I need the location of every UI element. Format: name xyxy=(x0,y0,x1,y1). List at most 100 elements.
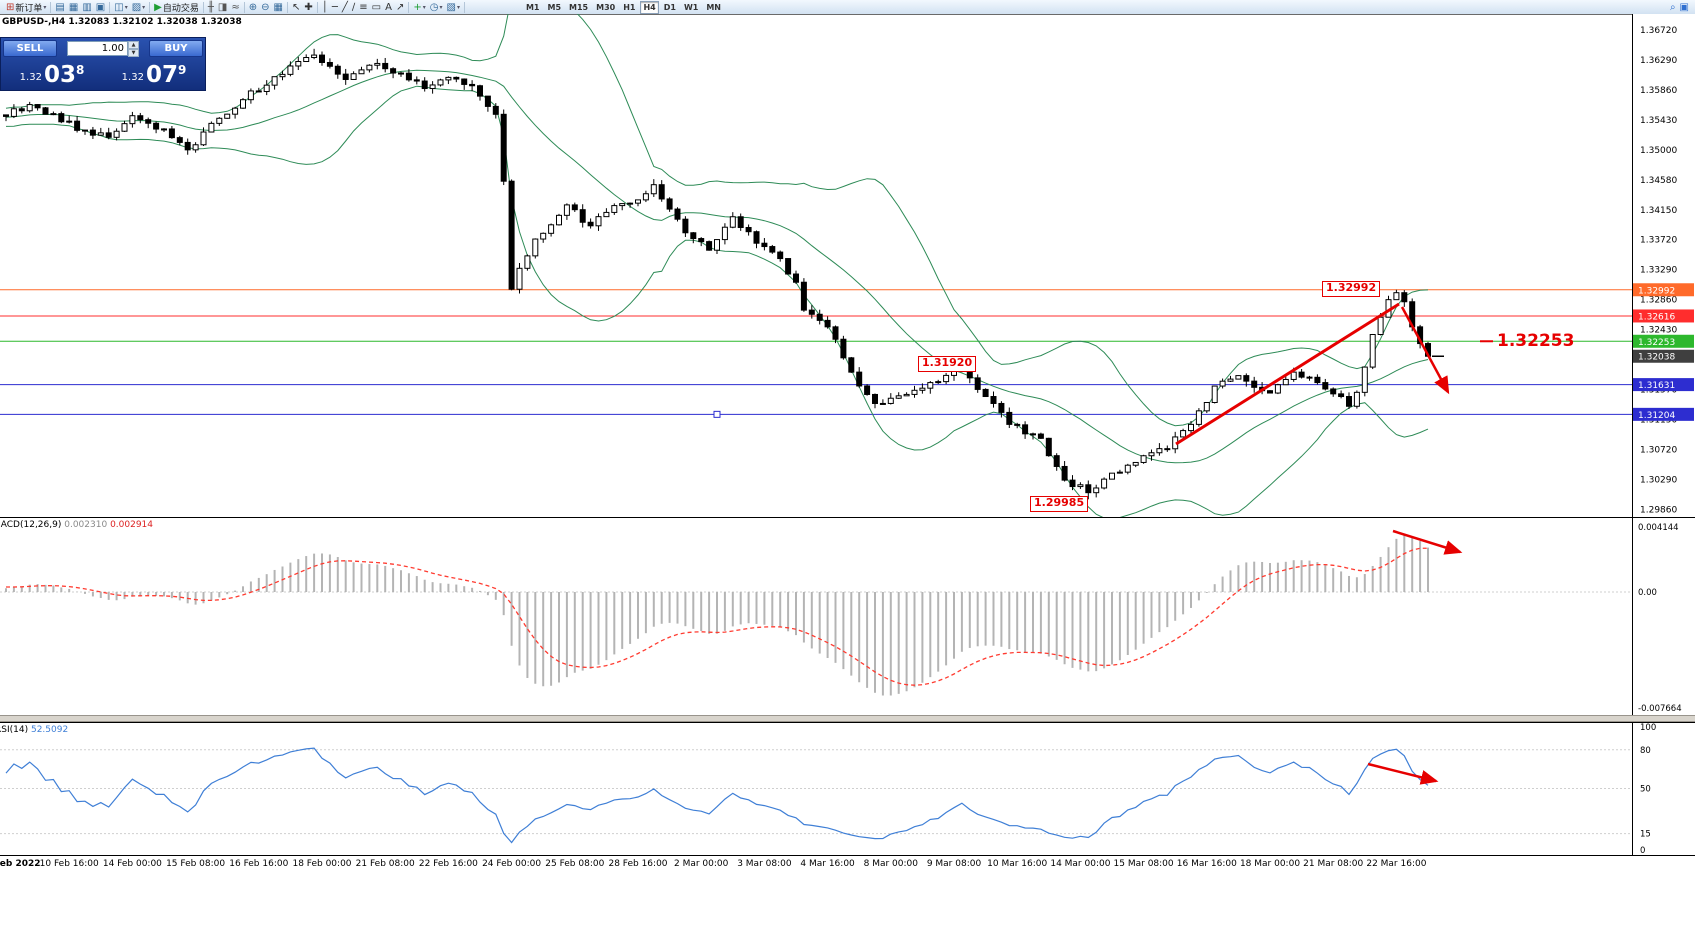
channel-icon: ∕ xyxy=(351,1,356,13)
svg-text:1.32038: 1.32038 xyxy=(1638,353,1675,363)
cursor-button[interactable]: ↖ xyxy=(290,1,302,14)
price-label-swing-high[interactable]: 1.31920 xyxy=(918,356,977,372)
zoom-in-button[interactable]: ⊕ xyxy=(247,1,259,14)
auto-trading-button[interactable]: ▶ 自动交易 xyxy=(152,1,201,14)
periods-button[interactable]: ◷ ▾ xyxy=(428,1,445,14)
rsi-down-arrow[interactable] xyxy=(1367,762,1439,785)
toolbar-separator xyxy=(463,1,465,13)
svg-text:1.35860: 1.35860 xyxy=(1640,86,1677,96)
time-axis-label: Feb 2022 xyxy=(0,859,41,869)
svg-text:15: 15 xyxy=(1640,830,1651,840)
panel-splitter[interactable] xyxy=(0,715,1695,722)
toolbar-separator xyxy=(316,1,318,13)
horizontal-line-button[interactable]: ─ xyxy=(330,1,340,14)
toolbar-separator xyxy=(243,1,245,13)
crosshair-icon: ✚ xyxy=(304,1,313,13)
text-button[interactable]: A xyxy=(383,1,394,14)
fibonacci-button[interactable]: ≡ xyxy=(357,1,369,14)
bid-price[interactable]: 1.32 03 8 xyxy=(1,57,103,89)
new-order-button[interactable]: ⊞ 新订单 ▾ xyxy=(4,1,48,14)
rsi-value: 52.5092 xyxy=(30,725,69,735)
timeframe-h4-button[interactable]: H4 xyxy=(640,0,659,14)
volume-up-icon[interactable]: ▲ xyxy=(128,40,139,49)
expand-button[interactable]: ▣ xyxy=(1678,1,1691,14)
time-axis-label: 16 Feb 16:00 xyxy=(229,859,289,869)
navigator-button[interactable]: ▥ xyxy=(80,1,93,14)
candlestick-chart-button[interactable]: ◨ xyxy=(216,1,229,14)
line-chart-button[interactable]: ≈ xyxy=(229,1,241,14)
svg-text:1.34150: 1.34150 xyxy=(1640,206,1677,216)
svg-text:1.32253: 1.32253 xyxy=(1638,338,1675,348)
macd-panel[interactable]: 0.004144 0.00 -0.007664 xyxy=(0,517,1695,715)
main-chart[interactable]: 1.36720 1.36290 1.35860 1.35430 1.35000 1.345… xyxy=(0,14,1695,517)
trend-annotations[interactable] xyxy=(1175,302,1493,446)
terminal-button[interactable]: ▣ xyxy=(94,1,107,14)
buy-button[interactable]: BUY xyxy=(149,40,203,57)
toolbar-separator xyxy=(109,1,111,13)
rsi-panel[interactable]: 100 80 50 15 0 xyxy=(0,722,1695,855)
time-axis-label: 24 Feb 00:00 xyxy=(482,859,542,869)
market-watch-button[interactable]: ▤ xyxy=(53,1,66,14)
timeframe-h1-button[interactable]: H1 xyxy=(623,2,636,12)
trendline-icon: ╱ xyxy=(341,1,348,13)
shapes-button[interactable]: ▭ xyxy=(370,1,383,14)
volume-input[interactable]: 1.00 xyxy=(67,41,128,56)
arrow-object-button[interactable]: ↗ xyxy=(394,1,406,14)
terminal-icon: ▣ xyxy=(95,1,106,13)
timeframe-mn-button[interactable]: MN xyxy=(706,2,721,12)
profiles-button[interactable]: ▨ ▾ xyxy=(130,1,147,14)
timeframe-m15-button[interactable]: M15 xyxy=(569,2,589,12)
indicators-button[interactable]: + ▾ xyxy=(411,1,427,14)
caret-down-icon: ▾ xyxy=(456,3,460,11)
navigator-icon: ▥ xyxy=(82,1,92,13)
toolbar-separator xyxy=(149,1,151,13)
timeframe-m5-button[interactable]: M5 xyxy=(547,2,562,12)
market-watch-icon: ▤ xyxy=(55,1,65,13)
bid-price-prefix: 1.32 xyxy=(19,72,42,83)
search-button[interactable]: ⌕ xyxy=(1668,1,1678,14)
fibonacci-icon: ≡ xyxy=(359,1,368,13)
timeframe-w1-button[interactable]: W1 xyxy=(683,2,699,12)
down-arrow xyxy=(1400,306,1450,395)
indicators-icon: + xyxy=(413,1,422,13)
caret-down-icon: ▾ xyxy=(142,3,146,11)
toolbar-separator xyxy=(202,1,204,13)
channel-button[interactable]: ∕ xyxy=(350,1,357,14)
price-label-peak[interactable]: 1.32992 xyxy=(1322,281,1381,297)
volume-stepper: ▲ ▼ xyxy=(128,40,139,57)
trendline-button[interactable]: ╱ xyxy=(340,1,350,14)
templates-button[interactable]: ▧ ▾ xyxy=(444,1,461,14)
macd-down-arrow[interactable] xyxy=(1392,529,1463,555)
svg-text:1.31204: 1.31204 xyxy=(1638,411,1675,421)
vertical-line-button[interactable]: │ xyxy=(320,1,330,14)
target-price-annotation[interactable]: 1.32253 xyxy=(1497,331,1575,351)
timeframe-m1-button[interactable]: M1 xyxy=(525,2,540,12)
chart-background xyxy=(0,14,1695,517)
svg-text:1.29860: 1.29860 xyxy=(1640,505,1677,515)
price-label-low[interactable]: 1.29985 xyxy=(1030,496,1089,512)
toolbar-separator xyxy=(408,1,410,13)
svg-text:1.33720: 1.33720 xyxy=(1640,236,1677,246)
svg-text:80: 80 xyxy=(1640,746,1651,756)
timeframe-m30-button[interactable]: M30 xyxy=(596,2,616,12)
caret-down-icon: ▾ xyxy=(422,3,426,11)
sell-button[interactable]: SELL xyxy=(3,40,57,57)
data-window-button[interactable]: ▦ xyxy=(67,1,80,14)
volume-down-icon[interactable]: ▼ xyxy=(128,48,139,57)
time-axis-label: 3 Mar 08:00 xyxy=(737,859,792,869)
macd-histogram xyxy=(5,534,1429,696)
zoom-out-button[interactable]: ⊖ xyxy=(259,1,271,14)
svg-text:1.32992: 1.32992 xyxy=(1638,286,1675,296)
crosshair-button[interactable]: ✚ xyxy=(302,1,314,14)
tile-windows-button[interactable]: ▦ xyxy=(272,1,285,14)
ask-price-pip: 9 xyxy=(177,63,187,77)
ask-price[interactable]: 1.32 07 9 xyxy=(103,57,205,89)
horizontal-price-lines[interactable] xyxy=(0,289,1632,418)
line-chart-icon: ≈ xyxy=(231,1,240,13)
time-axis-label: 15 Mar 08:00 xyxy=(1113,859,1174,869)
new-chart-button[interactable]: ◫ ▾ xyxy=(112,1,129,14)
search-icon: ⌕ xyxy=(1669,1,1676,13)
bar-chart-button[interactable]: ╫ xyxy=(206,1,216,14)
timeframe-d1-button[interactable]: D1 xyxy=(663,2,676,12)
